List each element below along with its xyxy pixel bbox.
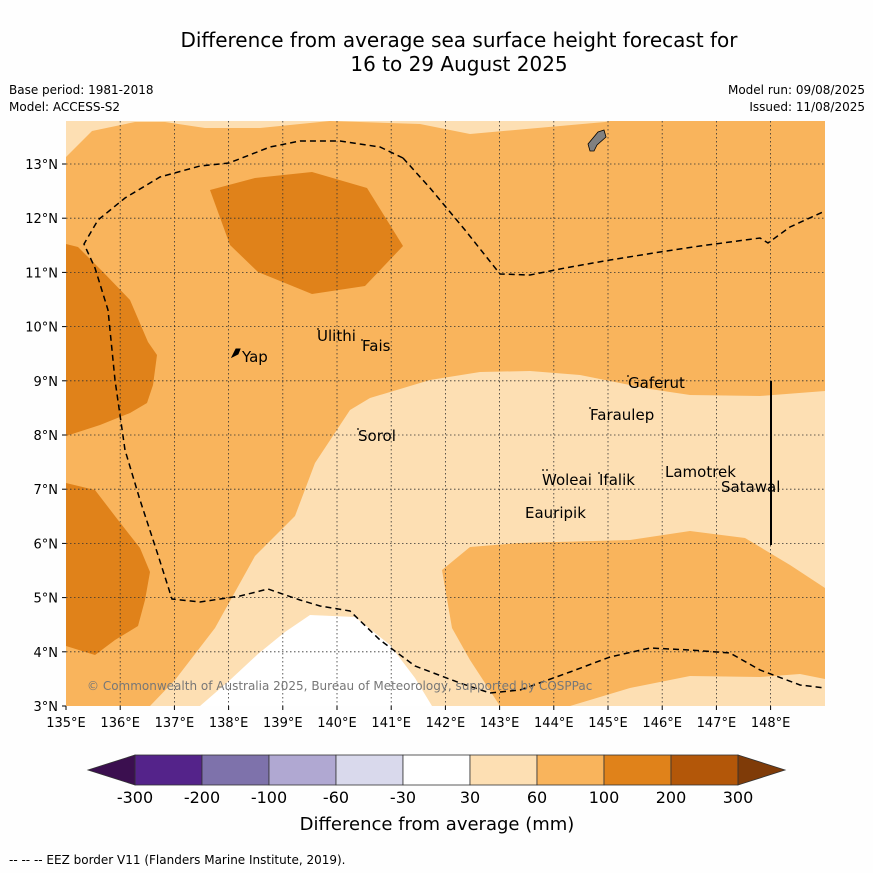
colorbar-tick-label: 300 <box>723 788 754 807</box>
place-label-sorol: Sorol <box>358 427 396 445</box>
colorbar-tick-label: -30 <box>390 788 416 807</box>
map-plot-area: Yap Ulithi Fais Sorol Gaferut Faraulep W… <box>66 121 825 706</box>
lat-tick-label: 6°N <box>34 537 59 552</box>
eez-border-west <box>83 140 825 694</box>
colorbar-segment <box>603 754 672 786</box>
lat-tick-label: 4°N <box>34 646 59 661</box>
colorbar-tick-label: -60 <box>323 788 349 807</box>
colorbar-tick-label: -200 <box>184 788 220 807</box>
colorbar-tick-label: -300 <box>117 788 153 807</box>
yap-island-shape <box>230 348 241 359</box>
graticule <box>66 121 825 706</box>
eez-border-north <box>402 157 825 276</box>
colorbar-tick-label: 100 <box>589 788 620 807</box>
longitude-axis: 135°E 136°E 137°E 138°E 139°E 140°E 141°E 142°E… <box>46 706 790 731</box>
eez-border <box>83 140 825 694</box>
lon-tick-label: 137°E <box>155 716 195 731</box>
colorbar-title: Difference from average (mm) <box>300 814 575 835</box>
lon-tick-label: 141°E <box>371 716 411 731</box>
faraulep-island-dot <box>589 407 591 409</box>
place-label-woleai: Woleai <box>542 471 592 489</box>
ulithi-island-dot <box>317 328 319 330</box>
colorbar-segment <box>134 754 203 786</box>
sorol-island-dot <box>357 428 359 430</box>
colorbar-extend-high <box>737 754 787 786</box>
colorbar-extend-low <box>86 754 136 786</box>
lat-tick-label: 13°N <box>25 158 58 173</box>
base-period-label: Base period: 1981-2018 <box>9 83 154 97</box>
lon-tick-label: 145°E <box>588 716 628 731</box>
lon-tick-label: 144°E <box>534 716 574 731</box>
colorbar-segment <box>402 754 471 786</box>
colorbar: -300 -200 -100 -60 -30 30 60 100 200 300 <box>86 754 787 807</box>
place-label-faraulep: Faraulep <box>590 406 654 424</box>
lat-tick-label: 12°N <box>25 212 58 227</box>
lon-tick-label: 135°E <box>46 716 86 731</box>
map-title-line1: Difference from average sea surface heig… <box>180 28 738 52</box>
lon-tick-label: 147°E <box>697 716 737 731</box>
field-100-200-southwest <box>66 483 150 655</box>
lon-tick-label: 140°E <box>317 716 357 731</box>
gaferut-island-dot <box>627 375 629 377</box>
place-label-gaferut: Gaferut <box>628 374 685 392</box>
colorbar-segment <box>670 754 739 786</box>
lat-tick-label: 9°N <box>34 375 59 390</box>
colorbar-segment <box>335 754 404 786</box>
colorbar-segment <box>201 754 270 786</box>
field-30-60-north <box>66 121 825 157</box>
place-label-eauripik: Eauripik <box>525 504 586 522</box>
place-label-ifalik: Ifalik <box>599 471 635 489</box>
place-label-lamotrek: Lamotrek <box>665 463 736 481</box>
copyright-notice: © Commonwealth of Australia 2025, Bureau… <box>87 679 592 693</box>
place-label-satawal: Satawal <box>721 478 780 496</box>
eez-footnote: -- -- -- EEZ border V11 (Flanders Marine… <box>9 853 346 867</box>
fais-island-dot <box>361 339 363 341</box>
place-labels: Yap Ulithi Fais Sorol Gaferut Faraulep W… <box>241 327 780 522</box>
colorbar-tick-label: -100 <box>251 788 287 807</box>
guam-island-shape <box>587 129 607 152</box>
colorbar-tick-label: 200 <box>656 788 687 807</box>
place-label-yap: Yap <box>241 348 268 366</box>
latitude-axis: 3°N 4°N 5°N 6°N 7°N 8°N 9°N 10°N 11°N 12°N 13°N <box>25 158 66 715</box>
lon-tick-label: 143°E <box>480 716 520 731</box>
lon-tick-label: 139°E <box>263 716 303 731</box>
lat-tick-label: 11°N <box>25 266 58 281</box>
model-run-label: Model run: 09/08/2025 <box>727 83 865 97</box>
place-label-fais: Fais <box>362 337 391 355</box>
colorbar-segment <box>469 754 538 786</box>
colorbar-segment <box>268 754 337 786</box>
lat-tick-label: 8°N <box>34 429 59 444</box>
model-label: Model: ACCESS-S2 <box>9 100 121 114</box>
colorbar-tick-label: 30 <box>460 788 480 807</box>
field-neutral-south <box>200 615 432 706</box>
woleai-island-dot-2 <box>546 469 548 471</box>
ifalik-island-dot <box>598 472 600 474</box>
lon-tick-label: 148°E <box>751 716 791 731</box>
issued-label: Issued: 11/08/2025 <box>749 100 865 114</box>
lat-tick-label: 7°N <box>34 483 59 498</box>
colorbar-tick-label: 60 <box>527 788 547 807</box>
lon-tick-label: 142°E <box>426 716 466 731</box>
colorbar-segment <box>536 754 605 786</box>
place-label-ulithi: Ulithi <box>317 327 356 345</box>
lat-tick-label: 10°N <box>25 321 58 336</box>
lon-tick-label: 138°E <box>209 716 249 731</box>
lat-tick-label: 5°N <box>34 592 59 607</box>
woleai-island-dot <box>542 469 544 471</box>
field-100-200-north <box>210 172 403 294</box>
lon-tick-label: 146°E <box>642 716 682 731</box>
map-title-line2: 16 to 29 August 2025 <box>350 52 568 76</box>
lon-tick-label: 136°E <box>100 716 140 731</box>
field-30-60-southeast <box>570 674 825 706</box>
lat-tick-label: 3°N <box>34 700 59 715</box>
